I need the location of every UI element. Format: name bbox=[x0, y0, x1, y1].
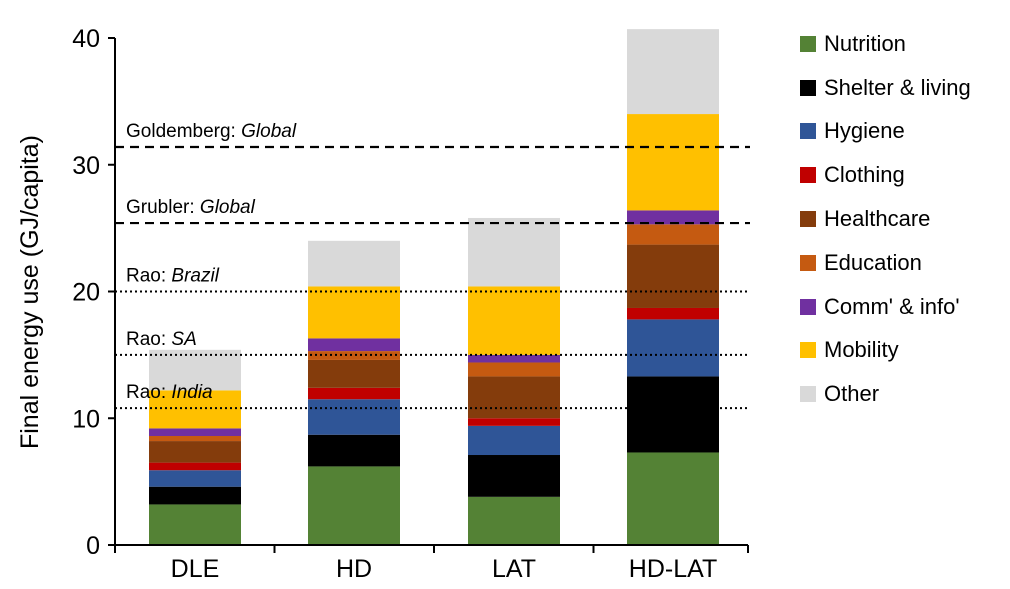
reference-region: Global bbox=[200, 197, 256, 218]
bar-segment bbox=[149, 390, 241, 429]
bar-segment bbox=[149, 349, 241, 391]
legend-swatch bbox=[800, 167, 816, 184]
bar-segment bbox=[308, 399, 400, 435]
legend-swatch bbox=[800, 342, 816, 359]
bar-segment bbox=[627, 244, 719, 308]
bar-segment bbox=[468, 425, 560, 456]
x-tick-label: DLE bbox=[171, 555, 220, 583]
bar-segment bbox=[468, 217, 560, 287]
legend-label: Mobility bbox=[824, 337, 899, 363]
legend-item: Healthcare bbox=[800, 197, 1010, 241]
bar-segment bbox=[308, 359, 400, 388]
bar-segment bbox=[149, 435, 241, 442]
legend-label: Education bbox=[824, 249, 922, 275]
bar-segment bbox=[149, 504, 241, 545]
y-tick-label: 10 bbox=[72, 405, 100, 433]
bar-segment bbox=[468, 362, 560, 377]
bar-segment bbox=[308, 351, 400, 360]
bar-segment bbox=[468, 354, 560, 363]
x-tick-label: HD bbox=[336, 555, 372, 583]
legend-item: Comm' & info' bbox=[800, 285, 1010, 329]
x-tick-label: HD-LAT bbox=[629, 555, 717, 583]
legend-swatch bbox=[800, 79, 816, 96]
legend-label: Nutrition bbox=[824, 30, 906, 56]
legend-label: Other bbox=[824, 381, 880, 407]
legend-swatch bbox=[800, 123, 816, 140]
bar-segment bbox=[149, 428, 241, 436]
reference-region: India bbox=[171, 382, 212, 403]
legend-label: Comm' & info' bbox=[824, 293, 960, 319]
bar-segment bbox=[308, 286, 400, 339]
bar-segment bbox=[308, 387, 400, 400]
bar-segment bbox=[308, 434, 400, 467]
y-tick-label: 0 bbox=[86, 532, 100, 560]
y-tick-label: 30 bbox=[72, 152, 100, 180]
bar-segment bbox=[627, 29, 719, 115]
bar-segment bbox=[468, 376, 560, 419]
bar-segment bbox=[308, 338, 400, 352]
bar-segment bbox=[468, 418, 560, 426]
reference-line-label: Grubler: Global bbox=[126, 197, 256, 218]
bar-segment bbox=[468, 455, 560, 497]
bar-segment bbox=[627, 210, 719, 225]
bar-segment bbox=[308, 240, 400, 287]
legend-label: Hygiene bbox=[824, 118, 905, 144]
y-tick-label: 20 bbox=[72, 279, 100, 307]
bar-segment bbox=[308, 466, 400, 545]
reference-author: Grubler: bbox=[126, 197, 200, 218]
bar-segment bbox=[627, 114, 719, 211]
reference-region: Brazil bbox=[171, 266, 219, 287]
y-axis-title: Final energy use (GJ/capita) bbox=[16, 135, 44, 449]
reference-line-label: Goldemberg: Global bbox=[126, 121, 297, 142]
bar-segment bbox=[627, 452, 719, 545]
legend-item: Mobility bbox=[800, 329, 1010, 373]
legend-item: Hygiene bbox=[800, 110, 1010, 154]
bar-segment bbox=[627, 319, 719, 377]
legend-label: Healthcare bbox=[824, 206, 931, 232]
legend-item: Education bbox=[800, 241, 1010, 285]
legend-label: Clothing bbox=[824, 162, 905, 188]
reference-author: Goldemberg: bbox=[126, 121, 241, 142]
bar-segment bbox=[627, 307, 719, 320]
legend-item: Clothing bbox=[800, 153, 1010, 197]
reference-author: Rao: bbox=[126, 329, 171, 350]
bar-segment bbox=[149, 441, 241, 463]
legend-swatch bbox=[800, 35, 816, 52]
reference-line-label: Rao: India bbox=[126, 382, 213, 403]
legend-swatch bbox=[800, 386, 816, 403]
bar-segment bbox=[627, 376, 719, 453]
legend-swatch bbox=[800, 254, 816, 271]
bar-segment bbox=[149, 470, 241, 487]
bar-segment bbox=[468, 496, 560, 545]
bar-segment bbox=[627, 224, 719, 245]
y-tick-label: 40 bbox=[72, 25, 100, 53]
bar-segment bbox=[149, 462, 241, 471]
x-tick-label: LAT bbox=[492, 555, 536, 583]
reference-line-label: Rao: SA bbox=[126, 329, 197, 350]
legend-swatch bbox=[800, 298, 816, 315]
stacked-bar-chart: Final energy use (GJ/capita) Goldemberg:… bbox=[16, 25, 750, 583]
legend-item: Nutrition bbox=[800, 22, 1010, 66]
reference-region: Global bbox=[241, 121, 297, 142]
legend-item: Shelter & living bbox=[800, 66, 1010, 110]
legend-item: Other bbox=[800, 372, 1010, 416]
legend-swatch bbox=[800, 211, 816, 228]
reference-region: SA bbox=[171, 329, 196, 350]
reference-author: Rao: bbox=[126, 266, 171, 287]
bar-segment bbox=[149, 486, 241, 505]
bar-segment bbox=[468, 286, 560, 355]
reference-author: Rao: bbox=[126, 382, 171, 403]
reference-line-label: Rao: Brazil bbox=[126, 266, 220, 287]
legend: Nutrition Shelter & living Hygiene Clothing… bbox=[800, 22, 1010, 416]
legend-label: Shelter & living bbox=[824, 74, 971, 100]
